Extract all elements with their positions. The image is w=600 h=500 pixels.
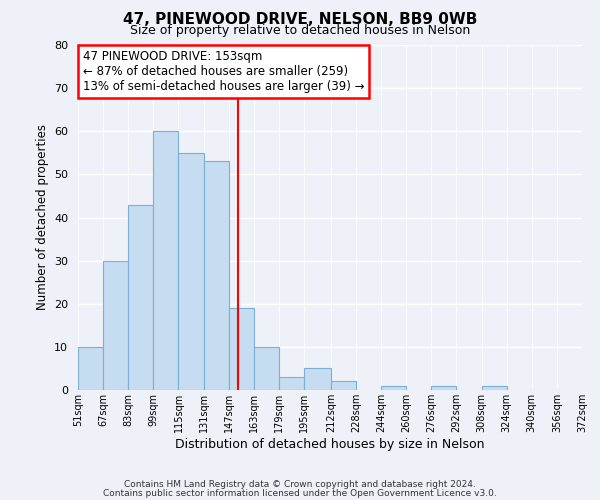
Bar [203, 162, 229, 390]
Bar [331, 382, 356, 390]
Bar [103, 260, 128, 390]
Bar [78, 347, 103, 390]
Bar [431, 386, 457, 390]
Bar [128, 204, 154, 390]
Bar [178, 153, 203, 390]
Bar [229, 308, 254, 390]
X-axis label: Distribution of detached houses by size in Nelson: Distribution of detached houses by size … [175, 438, 485, 450]
Bar [254, 347, 279, 390]
Text: 47 PINEWOOD DRIVE: 153sqm
← 87% of detached houses are smaller (259)
13% of semi: 47 PINEWOOD DRIVE: 153sqm ← 87% of detac… [83, 50, 365, 93]
Bar [154, 131, 178, 390]
Text: 47, PINEWOOD DRIVE, NELSON, BB9 0WB: 47, PINEWOOD DRIVE, NELSON, BB9 0WB [123, 12, 477, 28]
Text: Contains HM Land Registry data © Crown copyright and database right 2024.: Contains HM Land Registry data © Crown c… [124, 480, 476, 489]
Y-axis label: Number of detached properties: Number of detached properties [35, 124, 49, 310]
Bar [482, 386, 506, 390]
Text: Size of property relative to detached houses in Nelson: Size of property relative to detached ho… [130, 24, 470, 37]
Bar [381, 386, 406, 390]
Bar [279, 377, 304, 390]
Bar [304, 368, 331, 390]
Text: Contains public sector information licensed under the Open Government Licence v3: Contains public sector information licen… [103, 488, 497, 498]
